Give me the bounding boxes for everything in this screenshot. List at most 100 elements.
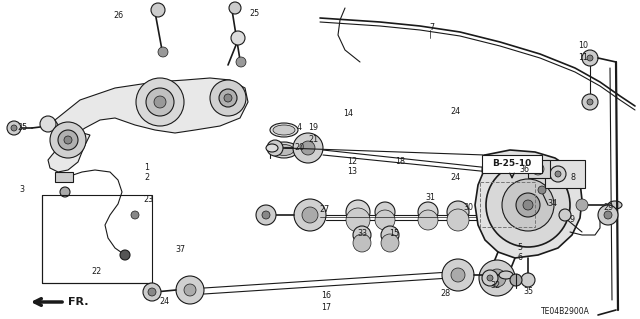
Ellipse shape	[608, 201, 622, 209]
Text: 19: 19	[308, 123, 318, 132]
Circle shape	[58, 130, 78, 150]
Ellipse shape	[536, 165, 554, 175]
Circle shape	[151, 3, 165, 17]
Polygon shape	[48, 78, 248, 172]
Circle shape	[143, 283, 161, 301]
Text: 29: 29	[603, 203, 613, 211]
Polygon shape	[475, 150, 582, 258]
Circle shape	[146, 88, 174, 116]
Circle shape	[488, 269, 506, 287]
Circle shape	[262, 211, 270, 219]
Text: 36: 36	[519, 166, 529, 174]
Text: 25: 25	[17, 122, 27, 131]
Circle shape	[550, 166, 566, 182]
Text: B-25-10: B-25-10	[492, 160, 532, 168]
Circle shape	[293, 133, 323, 163]
Text: 18: 18	[395, 158, 405, 167]
Text: 33: 33	[357, 229, 367, 239]
Bar	[545, 160, 585, 188]
Circle shape	[210, 80, 246, 116]
Circle shape	[523, 200, 533, 210]
Circle shape	[521, 273, 535, 287]
Text: 32: 32	[490, 280, 500, 290]
Circle shape	[11, 125, 17, 131]
Text: 12: 12	[347, 158, 357, 167]
Circle shape	[442, 259, 474, 291]
Text: TE04B2900A: TE04B2900A	[541, 308, 589, 316]
Circle shape	[418, 210, 438, 230]
Circle shape	[353, 234, 371, 252]
Circle shape	[375, 210, 395, 230]
Text: 16: 16	[321, 292, 331, 300]
Text: 35: 35	[523, 286, 533, 295]
Circle shape	[301, 141, 315, 155]
Text: 34: 34	[547, 198, 557, 207]
Text: 1: 1	[145, 164, 150, 173]
Circle shape	[516, 193, 540, 217]
Circle shape	[302, 207, 318, 223]
Text: 5: 5	[517, 242, 523, 251]
Circle shape	[346, 208, 370, 232]
Ellipse shape	[273, 125, 295, 135]
Circle shape	[236, 57, 246, 67]
Circle shape	[502, 179, 554, 231]
Text: 24: 24	[450, 174, 460, 182]
Text: 37: 37	[175, 246, 185, 255]
Circle shape	[418, 202, 438, 222]
FancyBboxPatch shape	[482, 155, 542, 173]
Text: 30: 30	[463, 203, 473, 211]
Circle shape	[582, 94, 598, 110]
Text: 27: 27	[320, 205, 330, 214]
Circle shape	[538, 186, 546, 194]
Text: 13: 13	[347, 167, 357, 176]
Circle shape	[120, 250, 130, 260]
Ellipse shape	[266, 144, 278, 152]
Text: FR.: FR.	[68, 297, 88, 307]
Text: 24: 24	[450, 108, 460, 116]
Text: 8: 8	[570, 174, 575, 182]
Circle shape	[487, 275, 493, 281]
Circle shape	[491, 163, 505, 177]
Circle shape	[256, 205, 276, 225]
Text: 24: 24	[159, 296, 169, 306]
Circle shape	[587, 99, 593, 105]
Circle shape	[381, 234, 399, 252]
Circle shape	[60, 187, 70, 197]
Circle shape	[451, 268, 465, 282]
Circle shape	[154, 96, 166, 108]
Text: 4: 4	[296, 123, 301, 132]
Circle shape	[294, 199, 326, 231]
Circle shape	[555, 171, 561, 177]
Circle shape	[64, 136, 72, 144]
Text: 25: 25	[249, 10, 259, 19]
Bar	[42, 195, 152, 283]
Circle shape	[176, 276, 204, 304]
Circle shape	[582, 50, 598, 66]
Circle shape	[486, 163, 570, 247]
Circle shape	[224, 94, 232, 102]
Circle shape	[184, 284, 196, 296]
Circle shape	[231, 31, 245, 45]
Text: 22: 22	[91, 268, 101, 277]
Ellipse shape	[270, 123, 298, 137]
Text: 11: 11	[578, 53, 588, 62]
Text: 9: 9	[570, 216, 575, 225]
Text: 23: 23	[143, 196, 153, 204]
Circle shape	[510, 274, 522, 286]
Circle shape	[532, 163, 544, 175]
Circle shape	[447, 201, 469, 223]
Text: 14: 14	[343, 108, 353, 117]
Circle shape	[267, 140, 283, 156]
Text: 6: 6	[518, 254, 522, 263]
Circle shape	[479, 260, 515, 296]
Bar	[480, 182, 535, 227]
Circle shape	[50, 122, 86, 158]
Text: 10: 10	[578, 41, 588, 50]
Text: 3: 3	[19, 186, 24, 195]
Circle shape	[598, 205, 618, 225]
Circle shape	[559, 209, 571, 221]
Circle shape	[381, 226, 399, 244]
Bar	[528, 160, 550, 178]
Circle shape	[158, 47, 168, 57]
Circle shape	[482, 270, 498, 286]
